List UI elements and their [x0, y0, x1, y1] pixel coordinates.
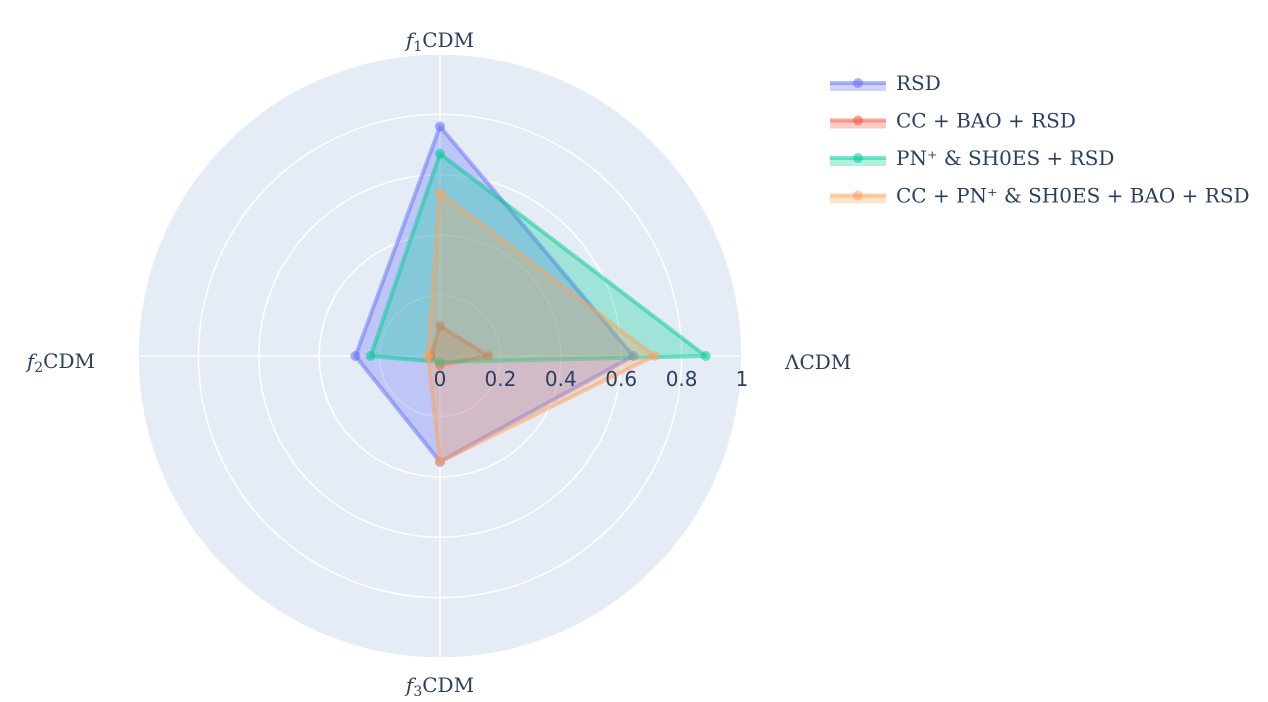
radial-tick-label: 0 — [434, 367, 447, 391]
axis-label-f3cdm: f3CDM — [404, 673, 474, 700]
radial-tick-label: 0.6 — [605, 367, 637, 391]
legend-label: CC + BAO + RSD — [896, 109, 1076, 133]
legend-label: CC + PN⁺ & SH0ES + BAO + RSD — [896, 184, 1250, 208]
data-point — [435, 320, 445, 331]
legend: RSD CC + BAO + RSD PN⁺ & SH0ES + RSD CC + P… — [830, 71, 1250, 208]
polar-background — [137, 53, 743, 659]
series-area — [430, 325, 489, 366]
legend-swatch-marker — [853, 153, 863, 163]
data-point — [483, 351, 494, 361]
axis-labels: ΛCDM f1CDM f2CDM f3CDM — [25, 28, 851, 700]
radial-tick-label: 0.2 — [484, 367, 516, 391]
legend-swatch-marker — [853, 190, 863, 201]
series-area — [427, 192, 655, 462]
axis-label-f2cdm: f2CDM — [25, 349, 95, 376]
radial-ticks: 0 0.2 0.4 0.6 0.8 1 — [434, 367, 749, 391]
radial-tick-label: 1 — [736, 367, 749, 391]
axis-label-lcdm: ΛCDM — [784, 350, 851, 374]
data-point — [435, 456, 445, 467]
legend-swatch-marker — [853, 115, 863, 126]
data-point — [365, 351, 376, 361]
series-area — [355, 126, 634, 462]
legend-item[interactable]: CC + PN⁺ & SH0ES + BAO + RSD — [830, 184, 1250, 208]
data-point — [435, 121, 445, 132]
legend-item[interactable]: RSD — [830, 71, 941, 95]
data-point — [649, 351, 660, 361]
legend-item[interactable]: PN⁺ & SH0ES + RSD — [830, 146, 1114, 170]
radial-tick-label: 0.8 — [666, 367, 698, 391]
legend-label: RSD — [896, 71, 941, 95]
legend-label: PN⁺ & SH0ES + RSD — [896, 146, 1114, 170]
data-point — [435, 148, 445, 159]
legend-swatch-marker — [853, 78, 863, 88]
legend-item[interactable]: CC + BAO + RSD — [830, 109, 1076, 133]
axis-label-f1cdm: f1CDM — [404, 28, 474, 55]
data-point — [422, 351, 433, 361]
radial-tick-label: 0.4 — [545, 367, 577, 391]
data-point — [350, 351, 361, 361]
data-point — [435, 187, 445, 198]
data-point — [435, 357, 445, 368]
series-3 — [422, 187, 660, 467]
series-layer — [350, 121, 711, 467]
data-point — [700, 351, 711, 361]
